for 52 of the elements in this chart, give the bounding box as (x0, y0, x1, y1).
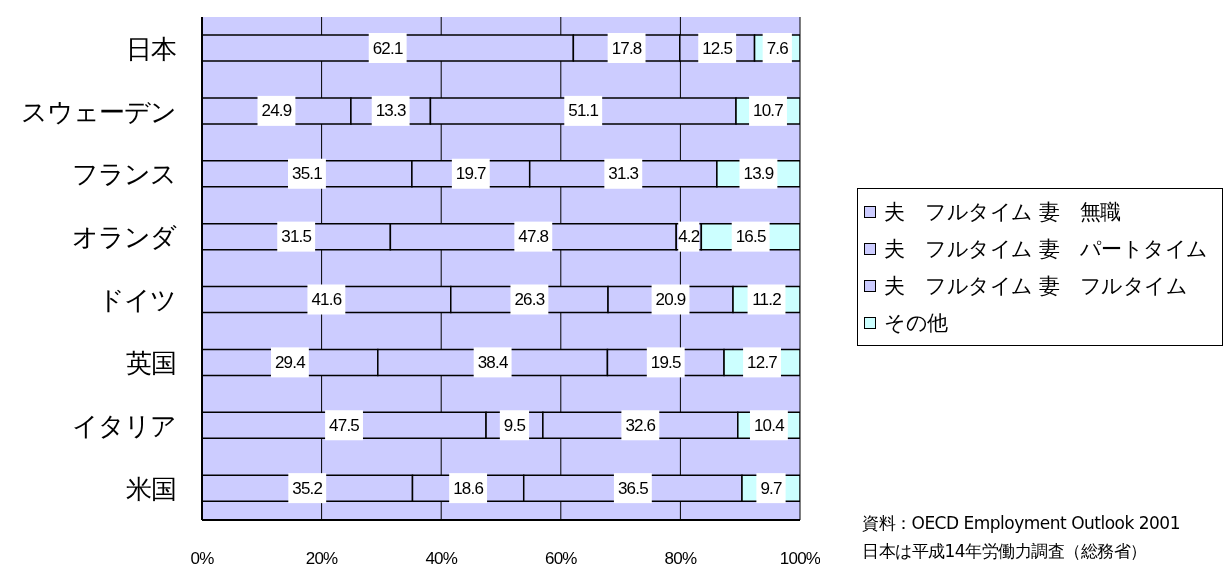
data-label: 18.6 (453, 478, 484, 498)
data-label: 10.7 (753, 101, 784, 121)
data-label: 19.5 (650, 352, 682, 372)
y-tick-label: ドイツ (98, 285, 176, 316)
data-label: 4.2 (678, 227, 700, 247)
data-label: 20.9 (655, 290, 686, 309)
data-label: 16.5 (735, 227, 766, 247)
data-label: 12.7 (747, 352, 778, 372)
y-tick-label: 米国 (126, 473, 176, 504)
data-label: 38.4 (477, 352, 508, 372)
data-label: 17.8 (611, 38, 642, 58)
x-tick-label: 20% (305, 549, 339, 569)
data-label: 32.6 (625, 415, 656, 435)
text: 資料：OECD Employment Outlook 2001 (862, 512, 1180, 535)
data-label: 12.5 (702, 38, 733, 58)
x-tick-label: 40% (425, 549, 458, 569)
legend-label: 夫 フルタイム 妻 フルタイム (884, 272, 1188, 300)
data-label: 47.5 (329, 415, 360, 435)
data-label: 29.4 (274, 352, 306, 372)
legend-label: 夫 フルタイム 妻 パートタイム (884, 235, 1208, 263)
y-tick-label: フランス (72, 159, 176, 190)
data-label: 9.7 (760, 478, 782, 498)
data-label: 36.5 (617, 478, 649, 498)
data-label: 13.3 (375, 101, 406, 121)
x-tick-label: 100% (779, 549, 821, 569)
x-tick-label: 80% (664, 549, 697, 569)
data-label: 19.7 (455, 164, 487, 184)
data-label: 26.3 (514, 290, 545, 309)
data-label: 51.1 (568, 101, 599, 121)
y-tick-label: イタリア (72, 410, 176, 441)
data-label: 24.9 (261, 101, 292, 121)
text: 日本は平成14年労働力調査（総務省） (862, 540, 1147, 563)
legend-label: その他 (884, 309, 948, 337)
data-label: 9.5 (503, 415, 526, 435)
data-label: 10.4 (753, 415, 785, 435)
data-label: 31.5 (281, 227, 312, 247)
legend-label: 夫 フルタイム 妻 無職 (884, 198, 1121, 226)
y-tick-label: 英国 (126, 348, 176, 379)
data-label: 31.3 (608, 164, 639, 184)
data-label: 47.8 (518, 227, 549, 247)
data-label: 13.9 (743, 164, 774, 184)
y-tick-label: スウェーデン (21, 96, 176, 127)
y-tick-label: オランダ (72, 222, 177, 253)
y-tick-label: 日本 (126, 33, 177, 64)
x-tick-label: 60% (544, 549, 578, 569)
data-label: 41.6 (311, 290, 342, 309)
x-tick-label: 0% (190, 549, 215, 569)
data-label: 7.6 (766, 38, 789, 58)
data-label: 35.1 (292, 164, 323, 184)
data-label: 35.2 (292, 478, 323, 498)
data-label: 62.1 (372, 38, 403, 58)
data-label: 11.2 (752, 290, 782, 309)
